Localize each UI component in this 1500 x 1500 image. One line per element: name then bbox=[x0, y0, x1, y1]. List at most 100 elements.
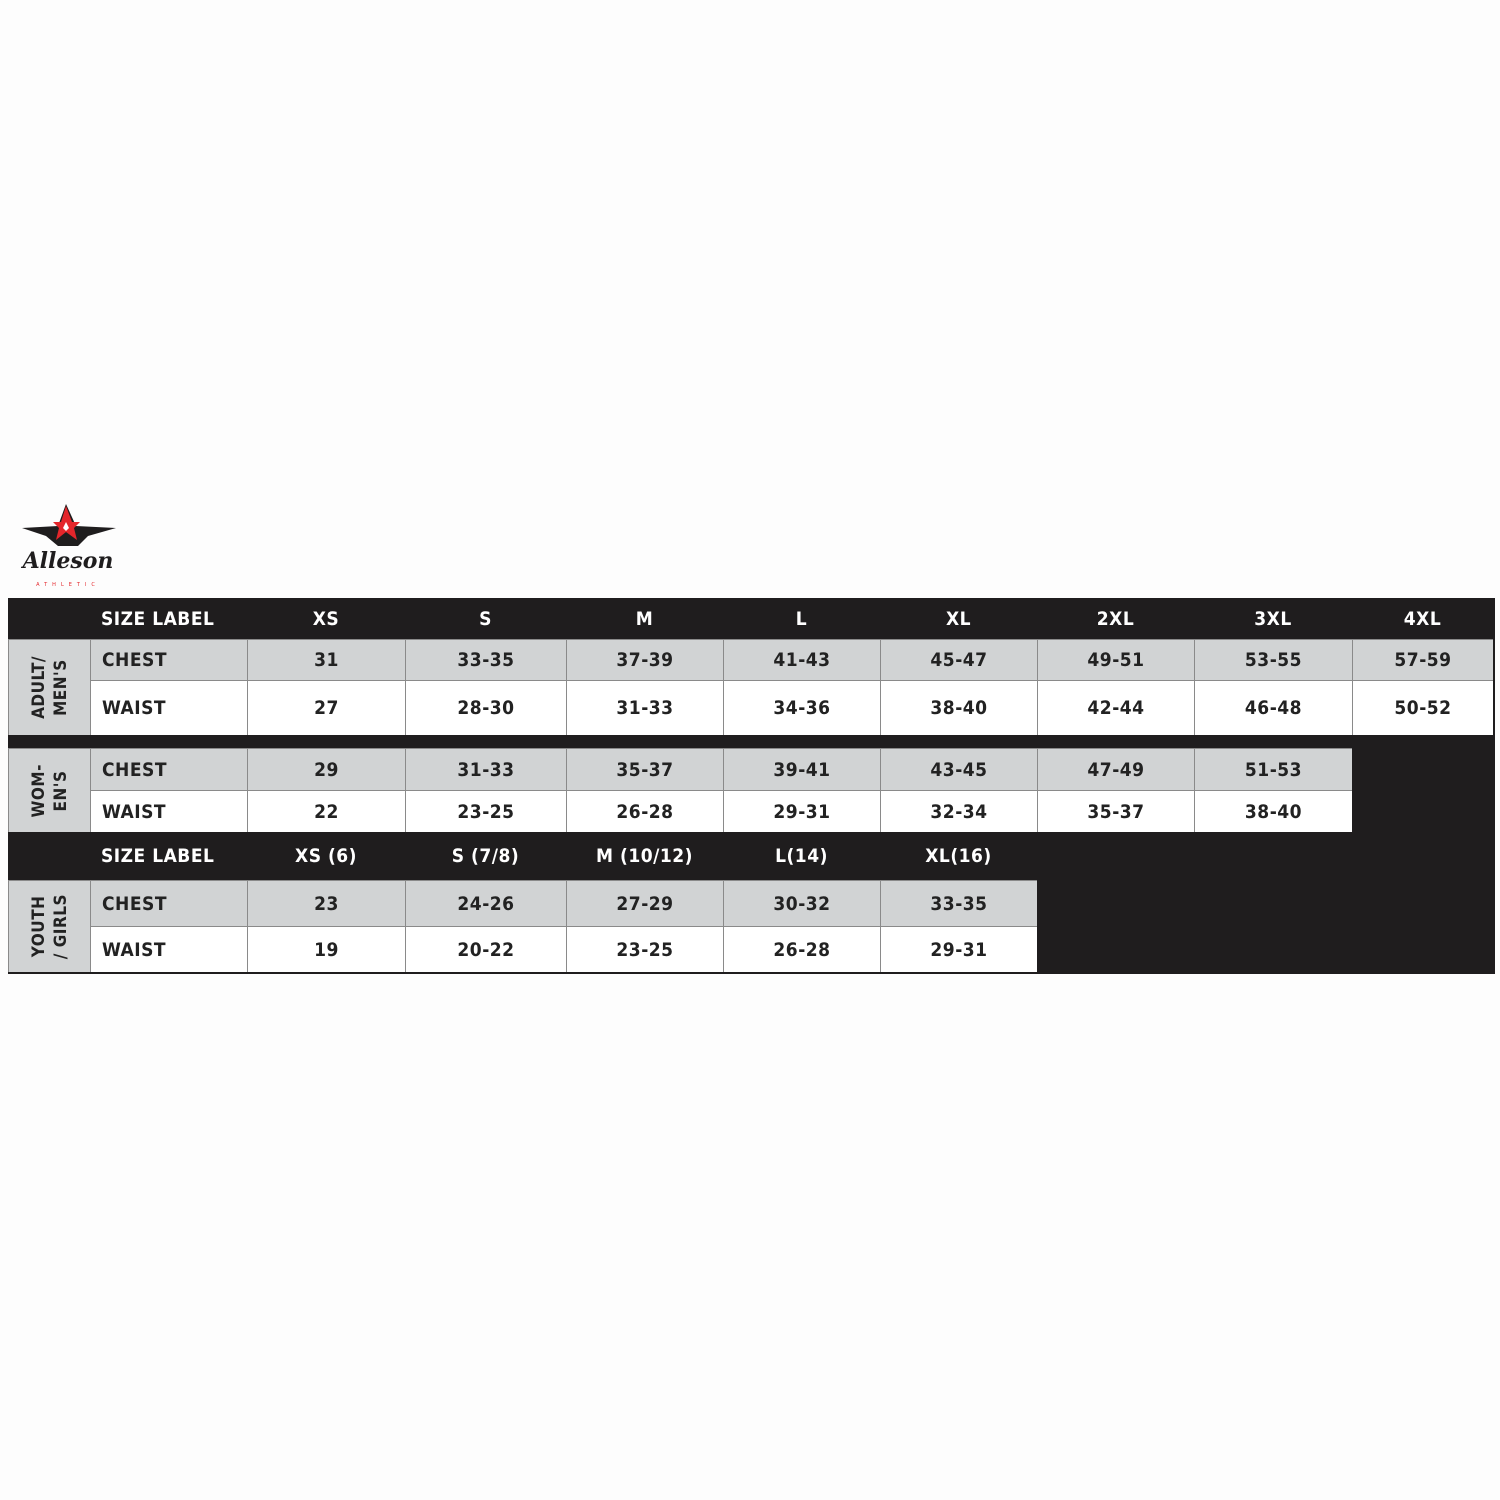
measurement-cell: 29 bbox=[247, 748, 405, 790]
youth-size-header: XL(16) bbox=[880, 832, 1037, 880]
youth-measurement-cell: 27-29 bbox=[566, 880, 723, 926]
alleson-athletic-logo: Alleson ATHLETIC bbox=[18, 500, 118, 592]
youth-measurement-cell-text: 26-28 bbox=[773, 938, 831, 961]
measurement-cell-text: 46-48 bbox=[1244, 697, 1303, 719]
measurement-cell-text: 29-31 bbox=[773, 800, 831, 823]
group-label-youth-text: YOUTH / GIRLS bbox=[28, 893, 71, 960]
measurement-cell-text: 47-49 bbox=[1087, 758, 1145, 781]
youth-measurement-cell: 29-31 bbox=[880, 926, 1037, 972]
measurement-cell: 46-48 bbox=[1194, 680, 1352, 735]
measurement-cell: 35-37 bbox=[1037, 790, 1194, 832]
measurement-cell-text: 29 bbox=[314, 758, 339, 781]
measurement-cell-text: 37-39 bbox=[616, 649, 674, 671]
size-chart: SIZE LABEL XS S M L XL 2XL 3XL 4XL ADULT/ MEN'S CH… bbox=[8, 598, 1495, 974]
svg-text:Alleson: Alleson bbox=[21, 548, 114, 574]
group-label-1: WOM- EN'S bbox=[8, 748, 90, 832]
measurement-cell: 28-30 bbox=[405, 680, 566, 735]
youth-measurement-cell: 20-22 bbox=[405, 926, 566, 972]
row-label-chest: CHEST bbox=[90, 639, 247, 680]
measurement-cell: 38-40 bbox=[1194, 790, 1352, 832]
youth-measurement-cell: 24-26 bbox=[405, 880, 566, 926]
measurement-cell-text: 49-51 bbox=[1087, 649, 1145, 671]
youth-size-header: L(14) bbox=[723, 832, 880, 880]
measurement-cell: 22 bbox=[247, 790, 405, 832]
size-label-header: SIZE LABEL bbox=[90, 598, 247, 639]
group-label-0: ADULT/ MEN'S bbox=[8, 639, 90, 735]
size-label-header-text: SIZE LABEL bbox=[101, 607, 215, 630]
youth-measurement-cell-text: 24-26 bbox=[457, 892, 515, 915]
measurement-cell-text: 57-59 bbox=[1394, 649, 1452, 671]
youth-measurement-cell-text: 23-25 bbox=[616, 938, 674, 961]
size-header-l-text: L bbox=[795, 607, 808, 630]
measurement-cell-text: 23-25 bbox=[457, 800, 515, 823]
youth-measurement-cell-text: 27-29 bbox=[616, 892, 674, 915]
youth-measurement-cell: 23-25 bbox=[566, 926, 723, 972]
measurement-cell: 27 bbox=[247, 680, 405, 735]
measurement-cell-text: 38-40 bbox=[930, 697, 988, 719]
size-header-3xl: 3XL bbox=[1194, 598, 1352, 639]
measurement-cell: 31-33 bbox=[566, 680, 723, 735]
youth-size-header-text: M (10/12) bbox=[596, 845, 693, 867]
measurement-cell: 31-33 bbox=[405, 748, 566, 790]
group-label-youth: YOUTH / GIRLS bbox=[8, 880, 90, 972]
measurement-cell: 41-43 bbox=[723, 639, 880, 680]
measurement-cell: 45-47 bbox=[880, 639, 1037, 680]
size-header-2xl: 2XL bbox=[1037, 598, 1194, 639]
youth-row-label-chest: CHEST bbox=[90, 880, 247, 926]
measurement-cell-text: 31-33 bbox=[457, 758, 515, 781]
measurement-cell-text: 34-36 bbox=[773, 697, 831, 719]
size-header-4xl: 4XL bbox=[1352, 598, 1493, 639]
youth-row-label-chest-text: CHEST bbox=[102, 892, 168, 915]
measurement-cell-text: 26-28 bbox=[616, 800, 674, 823]
size-header-xl: XL bbox=[880, 598, 1037, 639]
measurement-cell-text: 41-43 bbox=[773, 649, 831, 671]
size-header-s-text: S bbox=[479, 607, 492, 630]
youth-measurement-cell-text: 19 bbox=[314, 938, 339, 961]
measurement-cell: 32-34 bbox=[880, 790, 1037, 832]
measurement-cell: 29-31 bbox=[723, 790, 880, 832]
measurement-cell: 53-55 bbox=[1194, 639, 1352, 680]
svg-text:ATHLETIC: ATHLETIC bbox=[36, 582, 100, 588]
measurement-cell: 50-52 bbox=[1352, 680, 1493, 735]
size-header-2xl-text: 2XL bbox=[1096, 607, 1135, 630]
measurement-cell: 38-40 bbox=[880, 680, 1037, 735]
youth-row-label-waist: WAIST bbox=[90, 926, 247, 972]
measurement-cell: 23-25 bbox=[405, 790, 566, 832]
youth-size-header-text: S (7/8) bbox=[451, 845, 520, 867]
measurement-cell-text: 45-47 bbox=[930, 649, 988, 671]
measurement-cell-text: 22 bbox=[314, 800, 339, 823]
measurement-cell-text: 28-30 bbox=[457, 697, 515, 719]
youth-size-label-header: SIZE LABEL bbox=[90, 832, 247, 880]
measurement-cell: 37-39 bbox=[566, 639, 723, 680]
youth-size-header: XS (6) bbox=[247, 832, 405, 880]
measurement-cell: 43-45 bbox=[880, 748, 1037, 790]
row-label-chest-text: CHEST bbox=[102, 758, 168, 781]
size-header-xs-text: XS bbox=[312, 607, 340, 630]
size-header-m: M bbox=[566, 598, 723, 639]
measurement-cell-text: 42-44 bbox=[1087, 697, 1145, 719]
group-label-1-text: WOM- EN'S bbox=[28, 763, 71, 818]
youth-size-header: S (7/8) bbox=[405, 832, 566, 880]
measurement-cell: 47-49 bbox=[1037, 748, 1194, 790]
size-header-xs: XS bbox=[247, 598, 405, 639]
size-header-l: L bbox=[723, 598, 880, 639]
measurement-cell-text: 50-52 bbox=[1394, 697, 1452, 719]
measurement-cell-text: 39-41 bbox=[773, 758, 831, 781]
size-header-s: S bbox=[405, 598, 566, 639]
youth-measurement-cell: 23 bbox=[247, 880, 405, 926]
youth-row-label-waist-text: WAIST bbox=[102, 938, 167, 961]
youth-measurement-cell: 26-28 bbox=[723, 926, 880, 972]
row-label-waist: WAIST bbox=[90, 790, 247, 832]
size-header-4xl-text: 4XL bbox=[1403, 607, 1442, 630]
youth-measurement-cell-text: 33-35 bbox=[930, 892, 988, 915]
measurement-cell-text: 31 bbox=[314, 649, 339, 671]
size-header-xl-text: XL bbox=[945, 607, 972, 630]
youth-measurement-cell: 33-35 bbox=[880, 880, 1037, 926]
measurement-cell-text: 43-45 bbox=[930, 758, 988, 781]
youth-measurement-cell-text: 23 bbox=[314, 892, 339, 915]
youth-measurement-cell: 19 bbox=[247, 926, 405, 972]
measurement-cell-text: 35-37 bbox=[616, 758, 674, 781]
measurement-cell: 42-44 bbox=[1037, 680, 1194, 735]
measurement-cell: 49-51 bbox=[1037, 639, 1194, 680]
measurement-cell-text: 32-34 bbox=[930, 800, 988, 823]
